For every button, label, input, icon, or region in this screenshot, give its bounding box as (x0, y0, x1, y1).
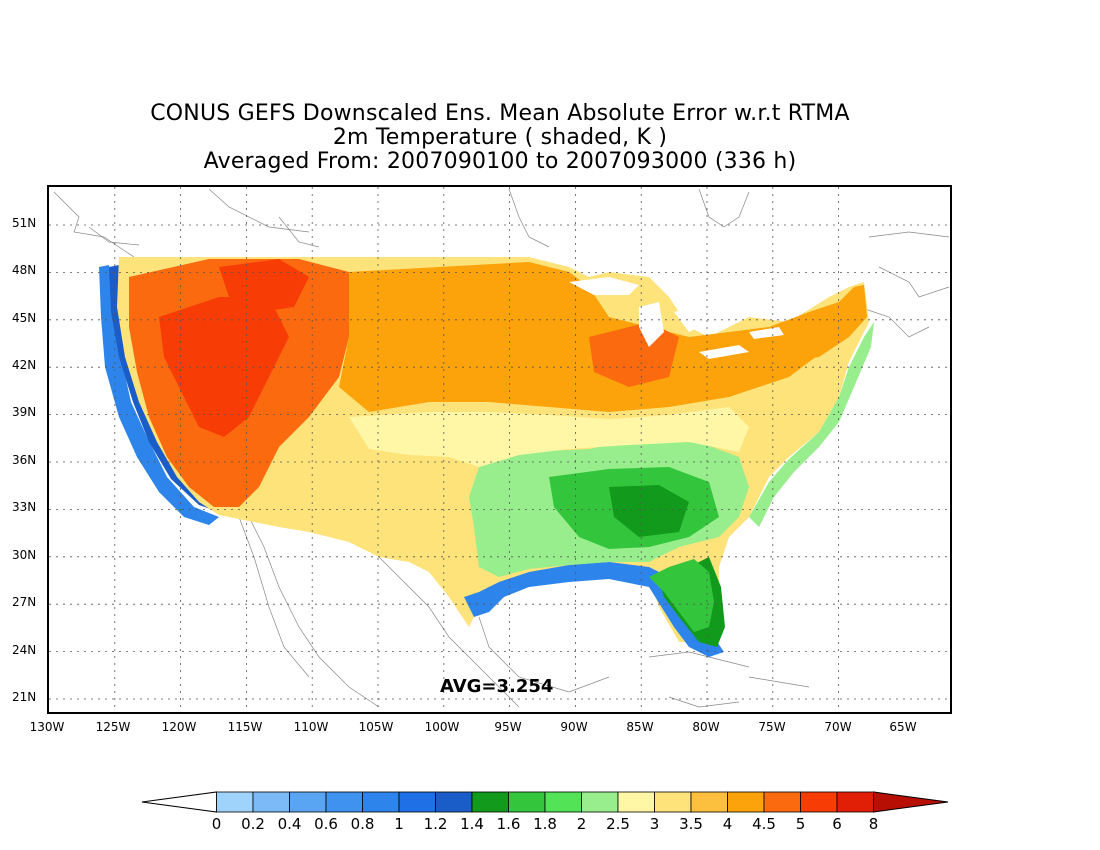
lon-label: 120W (161, 720, 197, 734)
colorbar-label: 4.5 (752, 815, 776, 833)
lat-label: 36N (12, 453, 37, 467)
map-title: CONUS GEFS Downscaled Ens. Mean Absolute… (0, 102, 1000, 174)
colorbar-segment (690, 791, 728, 813)
lat-label: 30N (12, 548, 37, 562)
colorbar-label: 3.5 (679, 815, 703, 833)
florida-inner (649, 559, 714, 632)
colorbar-segment (763, 791, 801, 813)
lon-label: 95W (494, 720, 522, 734)
colorbar-segment (544, 791, 582, 813)
lat-label: 27N (12, 595, 37, 609)
title-line-1: CONUS GEFS Downscaled Ens. Mean Absolute… (150, 101, 850, 126)
northwest-red-core (219, 259, 309, 312)
lon-label: 125W (95, 720, 131, 734)
lat-label: 42N (12, 358, 37, 372)
colorbar-label: 3 (649, 815, 660, 833)
average-value: AVG=3.254 (440, 676, 554, 697)
east-coast-band (749, 322, 874, 527)
lat-label: 48N (12, 263, 37, 277)
colorbar-segment (800, 791, 838, 813)
colorbar-label: 2 (576, 815, 587, 833)
colorbar-segment (362, 791, 400, 813)
lon-label: 75W (758, 720, 786, 734)
colorbar-label: 1.4 (460, 815, 484, 833)
colorbar-segment (216, 791, 254, 813)
colorbar-label: 1 (394, 815, 404, 833)
colorbar-label: 0.4 (277, 815, 302, 833)
lon-label: 130W (29, 720, 65, 734)
colorbar-segment (252, 791, 290, 813)
lat-label: 33N (12, 500, 37, 514)
color-scale-bar (141, 791, 949, 813)
lon-label: 80W (692, 720, 720, 734)
colorbar-label: 1.2 (423, 815, 448, 833)
colorbar-segment (581, 791, 619, 813)
map-panel (47, 185, 952, 714)
colorbar-label: 5 (795, 815, 806, 833)
colorbar-label: 1.8 (533, 815, 557, 833)
colorbar-label: 6 (832, 815, 842, 833)
lon-label: 105W (358, 720, 394, 734)
temperature-error-map (49, 187, 950, 712)
colorbar-segment (617, 791, 655, 813)
colorbar-segment (727, 791, 765, 813)
colorbar-arrow-low (141, 791, 217, 813)
lat-label: 45N (12, 311, 37, 325)
coastlines (53, 188, 950, 708)
lon-label: 115W (227, 720, 263, 734)
central-light-yellow (349, 407, 749, 467)
lon-label: 85W (626, 720, 654, 734)
title-line-3: Averaged From: 2007090100 to 2007093000 … (203, 149, 797, 174)
lat-label: 39N (12, 405, 37, 419)
lat-label: 21N (12, 690, 37, 704)
colorbar-segment (836, 791, 874, 813)
colorbar-label: 4 (722, 815, 733, 833)
colorbar-segment (398, 791, 436, 813)
colorbar-label: 0.6 (314, 815, 338, 833)
colorbar-label: 1.6 (496, 815, 521, 833)
northeast-orange (769, 285, 867, 362)
colorbar-label: 2.5 (606, 815, 630, 833)
colorbar-label: 0 (211, 815, 222, 833)
colorbar-arrow-high (873, 791, 949, 813)
color-scale-segments (141, 791, 949, 813)
great-lakes (569, 277, 784, 359)
colorbar-segment (435, 791, 473, 813)
lon-label: 100W (424, 720, 460, 734)
lat-label: 51N (12, 216, 37, 230)
colorbar-segment (508, 791, 546, 813)
lon-label: 70W (824, 720, 852, 734)
colorbar-label: 8 (868, 815, 879, 833)
southeast-darkgreen-core (609, 485, 689, 537)
colorbar-segment (289, 791, 327, 813)
lon-label: 65W (889, 720, 917, 734)
colorbar-segment (325, 791, 363, 813)
lon-label: 110W (293, 720, 329, 734)
lon-label: 90W (560, 720, 588, 734)
colorbar-label: 0.8 (350, 815, 375, 833)
colorbar-segment (654, 791, 692, 813)
lat-label: 24N (12, 643, 37, 657)
colorbar-segment (471, 791, 509, 813)
title-line-2: 2m Temperature ( shaded, K ) (332, 125, 668, 150)
colorbar-label: 0.2 (241, 815, 265, 833)
